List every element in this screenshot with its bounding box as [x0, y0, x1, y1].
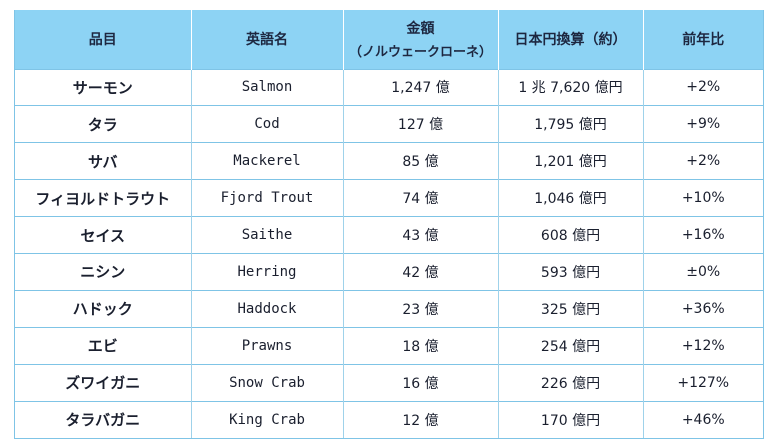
cell-english-name: Haddock: [190, 289, 343, 328]
cell-yen: 1,795 億円: [497, 105, 643, 143]
cell-item: エビ: [15, 326, 191, 365]
header-amount-label: 金額: [406, 21, 435, 38]
cell-amount: 85 億: [342, 142, 498, 180]
cell-amount: 42 億: [342, 252, 498, 291]
cell-yoy: +2%: [642, 68, 763, 106]
header-english-name: 英語名: [190, 10, 343, 69]
seafood-export-table-container: 品目 英語名 金額 （ノルウェークローネ） 日本円換算（約） 前年比 サーモン …: [14, 10, 764, 439]
cell-yen: 1,046 億円: [497, 179, 643, 217]
cell-item: セイス: [15, 216, 191, 254]
cell-amount: 74 億: [342, 179, 498, 217]
table-row: ズワイガニ Snow Crab 16 億 226 億円 +127%: [15, 363, 763, 402]
cell-yen: 1,201 億円: [497, 142, 643, 180]
header-amount: 金額 （ノルウェークローネ）: [342, 10, 498, 69]
header-item: 品目: [88, 32, 117, 49]
cell-yoy: +127%: [642, 363, 763, 402]
cell-amount: 12 億: [342, 400, 498, 438]
cell-item: タラバガニ: [15, 400, 191, 438]
table-row: サバ Mackerel 85 億 1,201 億円 +2%: [15, 142, 763, 180]
cell-yoy: +2%: [642, 142, 763, 180]
cell-amount: 43 億: [342, 216, 498, 254]
cell-amount: 127 億: [342, 105, 498, 143]
cell-english-name: King Crab: [190, 400, 343, 438]
seafood-export-table: 品目 英語名 金額 （ノルウェークローネ） 日本円換算（約） 前年比 サーモン …: [15, 10, 763, 438]
header-year-over-year: 前年比: [642, 10, 763, 69]
table-row: ニシン Herring 42 億 593 億円 ±0%: [15, 252, 763, 291]
cell-yen: 325 億円: [497, 289, 643, 328]
cell-yen: 608 億円: [497, 216, 643, 254]
header-yen-conversion: 日本円換算（約）: [497, 10, 643, 69]
table-row: タラ Cod 127 億 1,795 億円 +9%: [15, 105, 763, 143]
table-row: フィヨルドトラウト Fjord Trout 74 億 1,046 億円 +10%: [15, 179, 763, 217]
cell-amount: 18 億: [342, 326, 498, 365]
cell-item: ニシン: [15, 252, 191, 291]
cell-item: タラ: [15, 105, 191, 143]
cell-yen: 593 億円: [497, 252, 643, 291]
cell-english-name: Mackerel: [190, 142, 343, 180]
cell-item: サバ: [15, 142, 191, 180]
cell-yoy: +16%: [642, 216, 763, 254]
cell-english-name: Herring: [190, 252, 343, 291]
table-row: タラバガニ King Crab 12 億 170 億円 +46%: [15, 400, 763, 438]
cell-item: サーモン: [15, 68, 191, 106]
header-amount-currency: （ノルウェークローネ）: [348, 45, 492, 61]
cell-amount: 23 億: [342, 289, 498, 328]
cell-english-name: Snow Crab: [190, 363, 343, 402]
cell-item: フィヨルドトラウト: [15, 179, 191, 217]
cell-english-name: Fjord Trout: [190, 179, 343, 217]
cell-amount: 1,247 億: [342, 68, 498, 106]
cell-yoy: +46%: [642, 400, 763, 438]
cell-yen: 170 億円: [497, 400, 643, 438]
cell-yen: 1 兆 7,620 億円: [497, 68, 643, 106]
table-header-row: 品目 英語名 金額 （ノルウェークローネ） 日本円換算（約） 前年比: [15, 10, 763, 69]
cell-yen: 226 億円: [497, 363, 643, 402]
cell-yoy: +9%: [642, 105, 763, 143]
cell-yoy: +12%: [642, 326, 763, 365]
cell-amount: 16 億: [342, 363, 498, 402]
cell-yoy: +10%: [642, 179, 763, 217]
cell-item: ハドック: [15, 289, 191, 328]
cell-english-name: Saithe: [190, 216, 343, 254]
table-row: セイス Saithe 43 億 608 億円 +16%: [15, 216, 763, 254]
cell-yoy: +36%: [642, 289, 763, 328]
cell-english-name: Cod: [190, 105, 343, 143]
cell-item: ズワイガニ: [15, 363, 191, 402]
cell-english-name: Prawns: [190, 326, 343, 365]
table-row: ハドック Haddock 23 億 325 億円 +36%: [15, 289, 763, 328]
cell-english-name: Salmon: [190, 68, 343, 106]
table-row: サーモン Salmon 1,247 億 1 兆 7,620 億円 +2%: [15, 68, 763, 106]
cell-yen: 254 億円: [497, 326, 643, 365]
table-row: エビ Prawns 18 億 254 億円 +12%: [15, 326, 763, 365]
cell-yoy: ±0%: [642, 252, 763, 291]
